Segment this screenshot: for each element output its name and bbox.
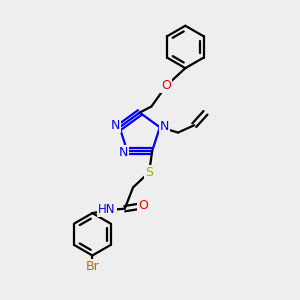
Text: N: N [119, 146, 128, 159]
Text: O: O [138, 199, 148, 212]
Text: N: N [160, 120, 169, 133]
Text: Br: Br [85, 260, 99, 273]
Text: HN: HN [98, 203, 116, 216]
Text: N: N [110, 119, 120, 132]
Text: S: S [145, 166, 153, 179]
Text: O: O [161, 79, 171, 92]
